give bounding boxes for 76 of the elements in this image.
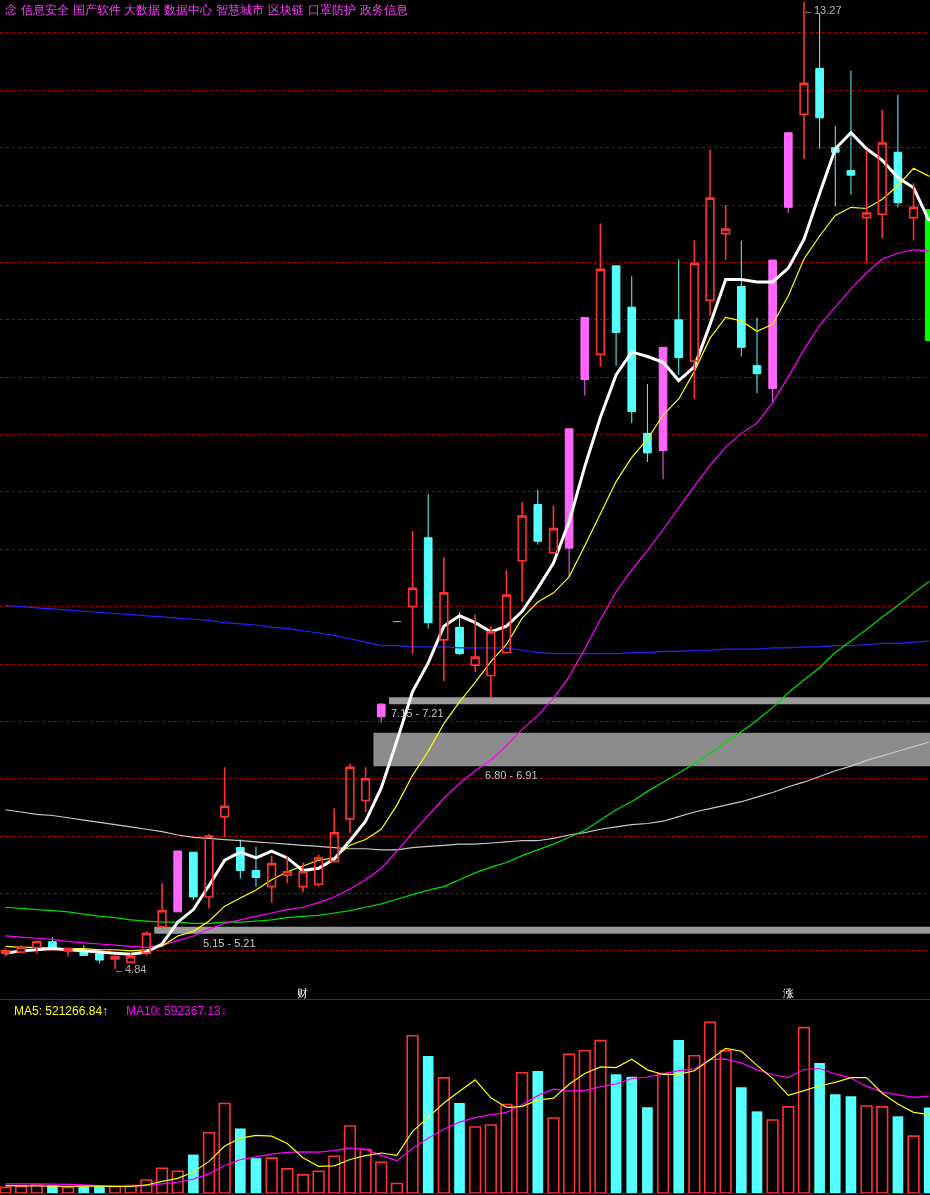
- candlestick: [423, 493, 433, 629]
- candlestick: [360, 766, 371, 813]
- annotation: ←13.27: [803, 4, 842, 16]
- candlestick: [627, 275, 637, 424]
- bar: [532, 1071, 544, 1193]
- candlestick: [439, 556, 449, 683]
- candlestick: [893, 94, 903, 208]
- text: MA5: 521266.84↑: [14, 1004, 109, 1018]
- candlestick: [470, 613, 480, 673]
- candlestick: [861, 149, 872, 264]
- bar: [235, 1128, 246, 1193]
- candlestick: [580, 316, 590, 397]
- candlestick: [126, 952, 136, 964]
- annotation: ←4.84: [114, 963, 147, 975]
- candlestick: [16, 944, 26, 954]
- candlestick: [282, 854, 292, 884]
- candlestick: [877, 108, 887, 240]
- chart-title: 念 信息安全 国产软件 大数据 数据中心 智慧城市 区块链 口罩防护 政务信息: [5, 3, 408, 17]
- candlestick: [721, 204, 731, 261]
- candlestick: [173, 850, 183, 913]
- bar: [188, 1154, 199, 1193]
- candlestick: [595, 222, 606, 368]
- candlestick: [32, 939, 42, 954]
- candlestick: [783, 132, 793, 214]
- candlestick: [501, 569, 512, 655]
- bar: [610, 1074, 622, 1193]
- x-tick-label: 财: [297, 987, 309, 1000]
- candlestick: [313, 853, 324, 888]
- candlestick: [705, 149, 715, 316]
- candlestick: [376, 702, 386, 724]
- candlestick: [329, 807, 339, 864]
- candlestick: [157, 882, 167, 928]
- bar: [422, 1056, 434, 1193]
- candlestick: [611, 265, 621, 367]
- bar: [814, 1063, 825, 1193]
- bar: [892, 1116, 904, 1193]
- bar: [736, 1087, 747, 1193]
- candlestick: [548, 504, 559, 555]
- candlestick: [141, 930, 152, 957]
- candlestick: [251, 845, 261, 888]
- candlestick: [643, 383, 652, 463]
- bar: [78, 1186, 90, 1193]
- bar: [454, 1102, 465, 1193]
- candlestick: [815, 12, 824, 150]
- bar: [673, 1039, 685, 1193]
- candlestick: [189, 851, 198, 901]
- candlestick: [533, 489, 543, 546]
- candlestick: [407, 530, 418, 655]
- candlestick: [345, 763, 355, 834]
- candlestick: [689, 239, 699, 400]
- candlestick: [846, 70, 856, 196]
- band-label: 5.15 - 5.21: [203, 937, 256, 949]
- candlestick: [95, 949, 104, 964]
- candlestick: [63, 946, 73, 958]
- band-label: 6.80 - 6.91: [485, 769, 538, 781]
- candlestick: [737, 240, 746, 357]
- bar: [829, 1094, 841, 1193]
- bar: [642, 1107, 653, 1193]
- candlestick: [752, 316, 762, 394]
- candlestick: [298, 861, 308, 894]
- candlestick: [658, 346, 668, 480]
- candlestick: [455, 611, 464, 656]
- candlestick: [486, 625, 496, 699]
- candlestick: [204, 833, 214, 910]
- x-tick-label: 涨: [782, 987, 794, 1000]
- candlestick: [267, 854, 277, 904]
- bar: [845, 1096, 857, 1193]
- text: MA10: 592367.13↓: [126, 1004, 227, 1018]
- candlestick: [674, 259, 684, 376]
- bar: [626, 1076, 638, 1193]
- candlestick: [564, 428, 574, 578]
- candlestick: [517, 501, 527, 603]
- bar: [250, 1158, 262, 1193]
- candlestick: [908, 182, 919, 242]
- bar: [751, 1111, 763, 1193]
- candlestick: [220, 766, 230, 839]
